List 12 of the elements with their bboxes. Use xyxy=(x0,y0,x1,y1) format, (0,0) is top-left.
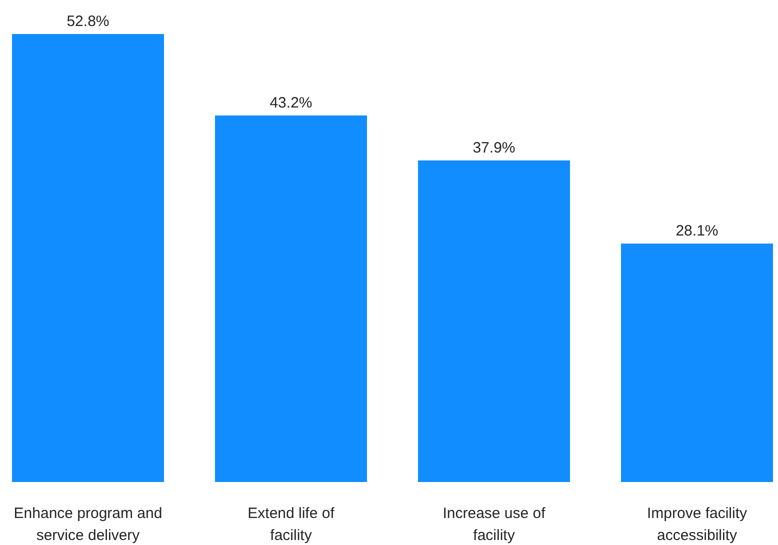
data-label: 28.1% xyxy=(676,222,718,240)
bar xyxy=(621,244,773,482)
bar xyxy=(215,115,367,482)
x-tick-label: Extend life of facility xyxy=(248,505,336,544)
bar xyxy=(12,34,164,482)
data-label: 43.2% xyxy=(270,94,312,112)
x-tick-label: Improve facility accessibility xyxy=(646,505,748,544)
bar xyxy=(418,160,570,482)
x-tick-label: Enhance program and service delivery xyxy=(14,505,162,544)
data-label: 37.9% xyxy=(472,139,516,156)
x-tick-label: Increase use of facility xyxy=(442,505,546,544)
data-label: 52.8% xyxy=(66,13,110,30)
